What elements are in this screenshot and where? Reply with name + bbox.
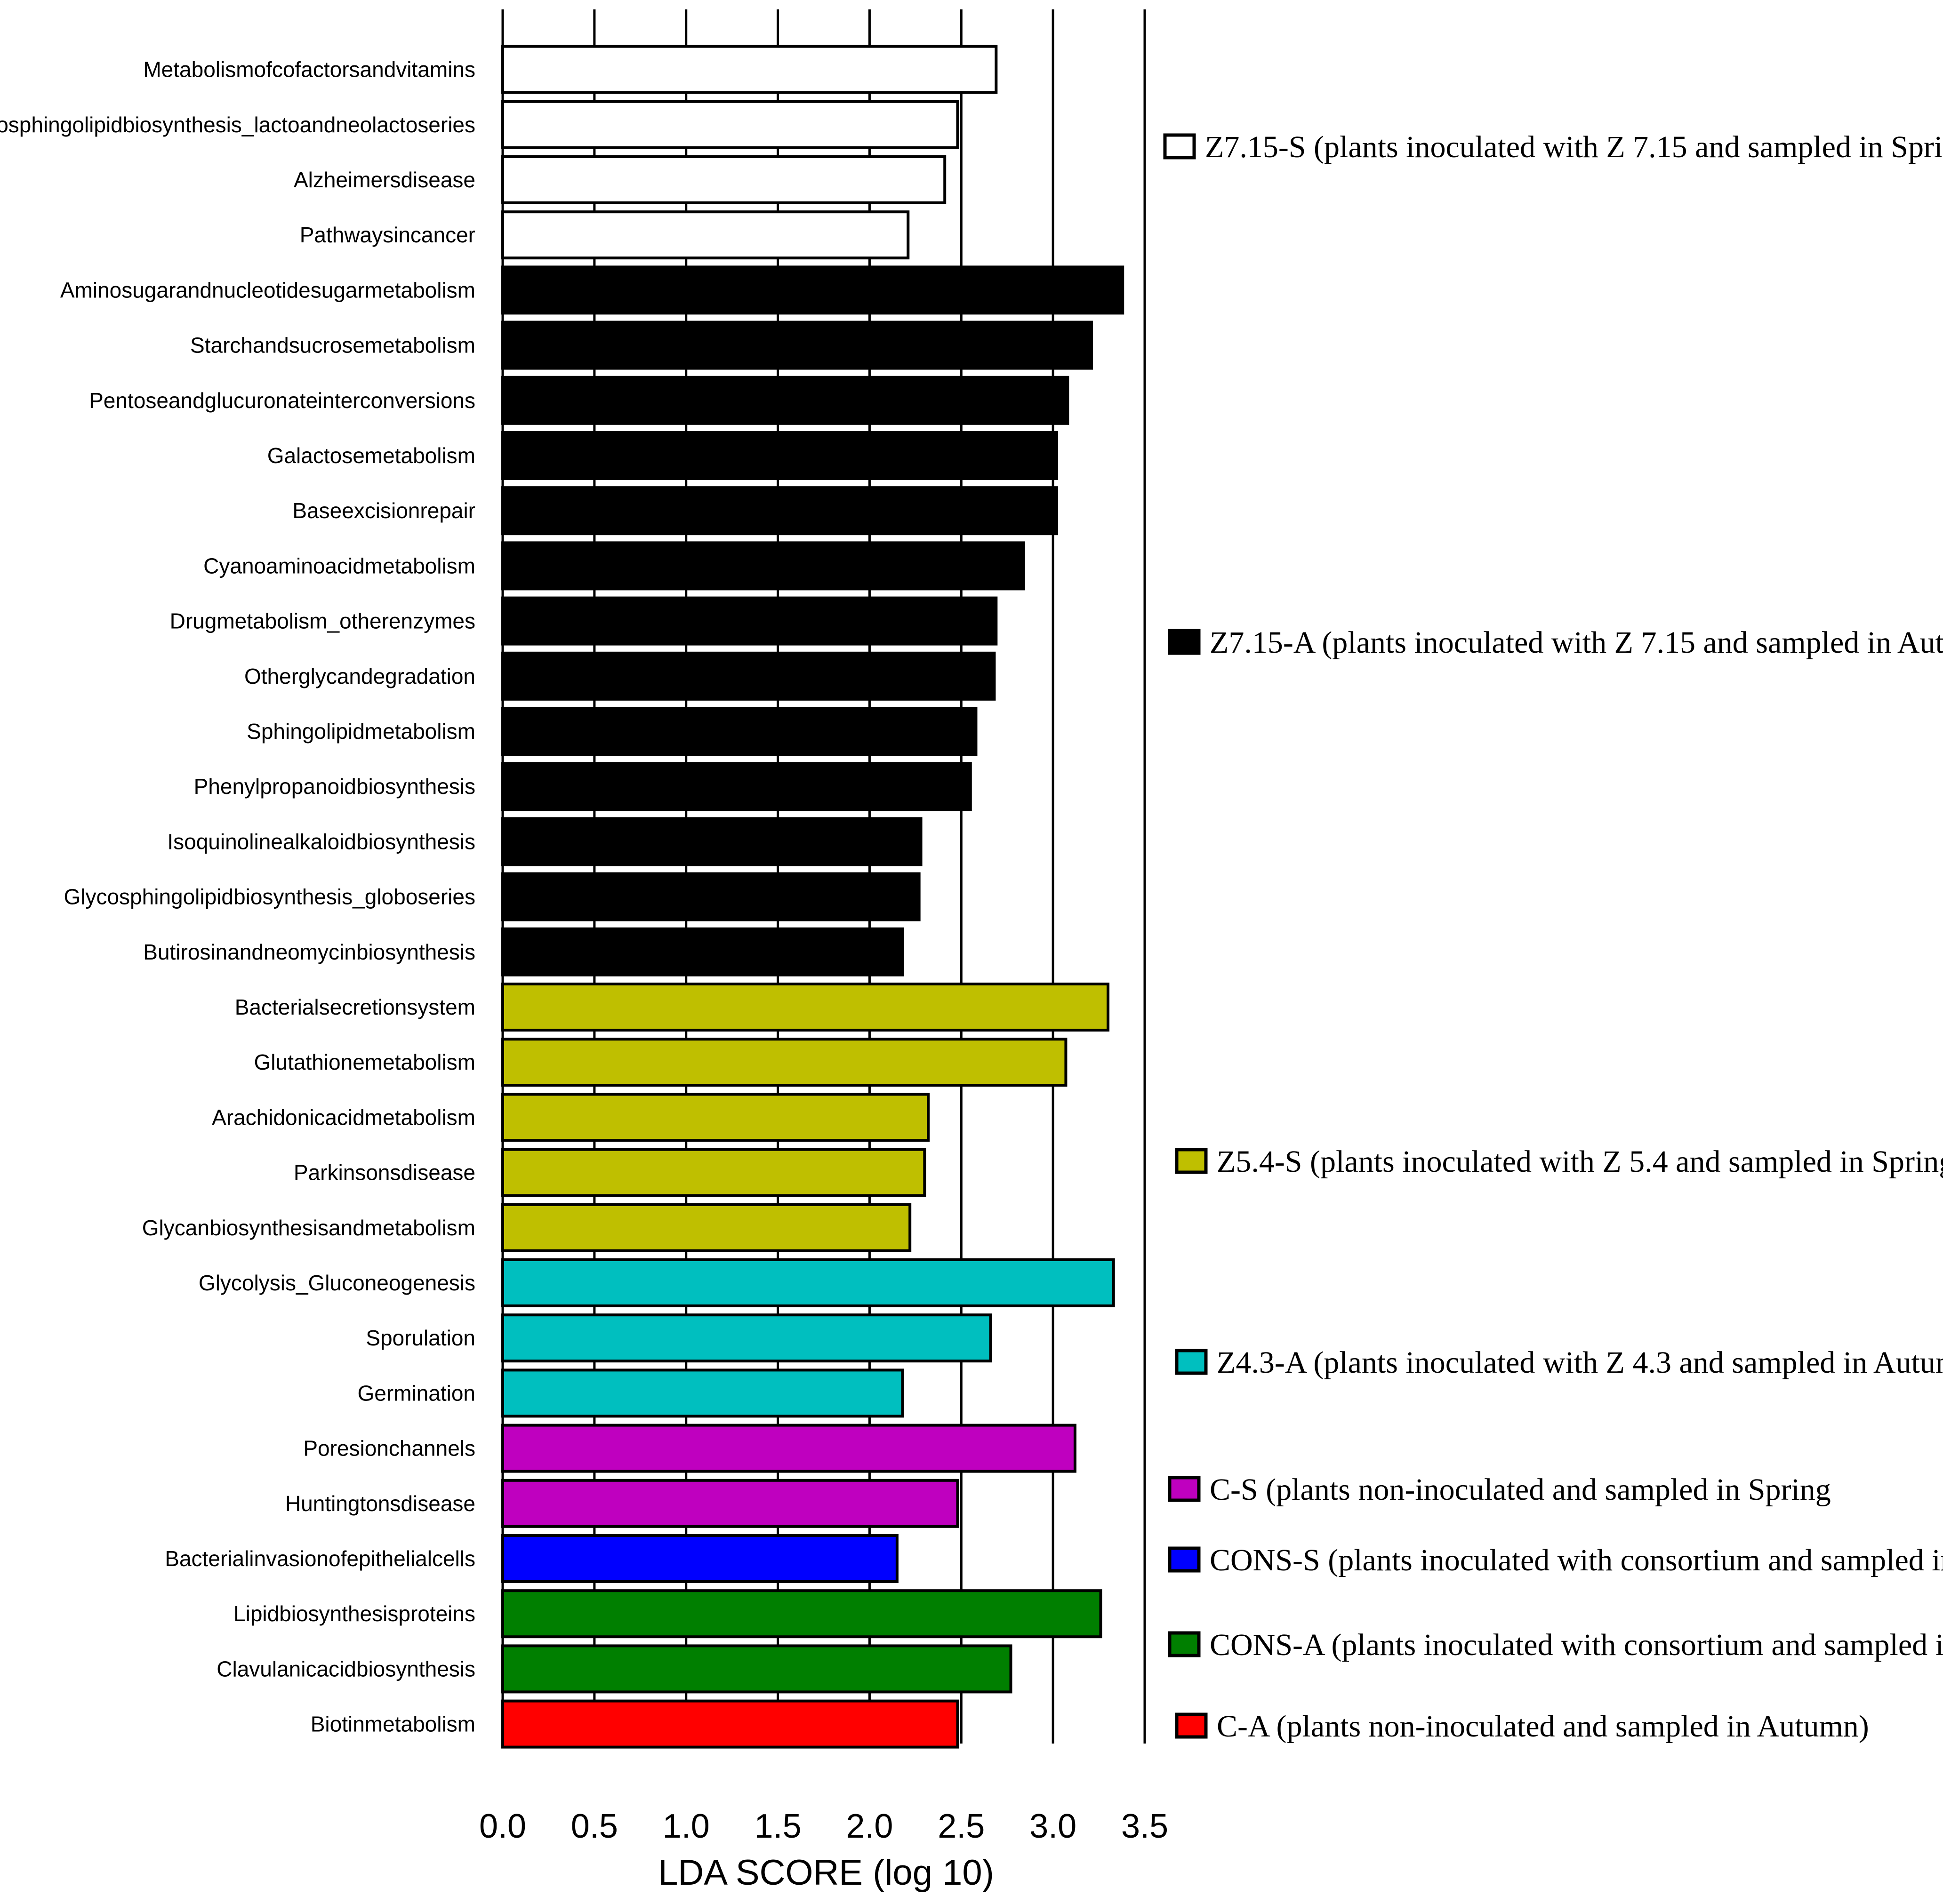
bar-15 bbox=[501, 817, 923, 866]
bar-28 bbox=[501, 1534, 899, 1583]
legend-swatch-7 bbox=[1168, 1631, 1201, 1657]
legend: Z7.15-S (plants inoculated with Z 7.15 a… bbox=[1163, 130, 1943, 1744]
x-tick-0: 0.0 bbox=[479, 1808, 526, 1845]
legend-swatch-1 bbox=[1163, 133, 1196, 160]
y-label-2: Glycosphingolipidbiosynthesis_lactoandne… bbox=[0, 112, 475, 137]
bar-4 bbox=[501, 210, 910, 260]
x-tick-7: 3.5 bbox=[1121, 1808, 1168, 1845]
bar-26 bbox=[501, 1424, 1076, 1473]
bar-layer bbox=[501, 45, 1124, 1749]
bar-2 bbox=[501, 100, 959, 149]
bar-22 bbox=[501, 1203, 912, 1252]
bar-10 bbox=[501, 541, 1025, 591]
bar-27 bbox=[501, 1479, 959, 1528]
y-label-30: Clavulanicacidbiosynthesis bbox=[217, 1656, 475, 1681]
x-tick-1: 0.5 bbox=[571, 1808, 618, 1845]
legend-swatch-6 bbox=[1168, 1546, 1201, 1573]
legend-label-6: CONS-S (plants inoculated with consortiu… bbox=[1210, 1543, 1943, 1577]
y-label-9: Baseexcisionrepair bbox=[292, 498, 475, 523]
y-label-7: Pentoseandglucuronateinterconversions bbox=[89, 388, 475, 413]
legend-label-1: Z7.15-S (plants inoculated with Z 7.15 a… bbox=[1205, 130, 1943, 164]
legend-label-4: Z4.3-A (plants inoculated with Z 4.3 and… bbox=[1217, 1345, 1943, 1380]
legend-label-5: C-S (plants non-inoculated and sampled i… bbox=[1210, 1472, 1831, 1507]
y-labels: Metabolismofcofactorsandvitamins Glycosph… bbox=[0, 57, 475, 1736]
bar-25 bbox=[501, 1368, 904, 1418]
legend-swatch-5 bbox=[1168, 1476, 1201, 1502]
bar-6 bbox=[501, 320, 1093, 370]
bar-13 bbox=[501, 707, 978, 756]
x-tick-6: 3.0 bbox=[1029, 1808, 1076, 1845]
y-label-6: Starchandsucrosemetabolism bbox=[190, 333, 475, 358]
y-label-1: Metabolismofcofactorsandvitamins bbox=[143, 57, 475, 82]
x-tick-2: 1.0 bbox=[663, 1808, 710, 1845]
legend-label-3: Z5.4-S (plants inoculated with Z 5.4 and… bbox=[1217, 1144, 1943, 1179]
y-label-31: Biotinmetabolism bbox=[311, 1712, 475, 1736]
y-label-22: Glycanbiosynthesisandmetabolism bbox=[142, 1216, 475, 1240]
x-axis-label: LDA SCORE (log 10) bbox=[658, 1853, 994, 1893]
bar-29 bbox=[501, 1589, 1102, 1639]
y-label-27: Huntingtonsdisease bbox=[285, 1491, 475, 1516]
bar-31 bbox=[501, 1699, 959, 1749]
bar-23 bbox=[501, 1258, 1115, 1307]
legend-label-7: CONS-A (plants inoculated with consortiu… bbox=[1210, 1628, 1943, 1662]
y-label-13: Sphingolipidmetabolism bbox=[247, 719, 475, 744]
y-label-10: Cyanoaminoacidmetabolism bbox=[203, 553, 475, 578]
y-label-11: Drugmetabolism_otherenzymes bbox=[170, 609, 475, 633]
y-label-19: Glutathionemetabolism bbox=[254, 1050, 475, 1074]
bar-12 bbox=[501, 651, 996, 701]
y-label-28: Bacterialinvasionofepithelialcells bbox=[165, 1546, 475, 1571]
legend-swatch-2 bbox=[1168, 629, 1201, 655]
bar-5 bbox=[501, 265, 1124, 315]
y-label-4: Pathwaysincancer bbox=[300, 223, 475, 247]
legend-swatch-4 bbox=[1175, 1349, 1208, 1375]
legend-label-2: Z7.15-A (plants inoculated with Z 7.15 a… bbox=[1210, 625, 1943, 660]
y-label-26: Poresionchannels bbox=[303, 1436, 475, 1461]
x-tick-5: 2.5 bbox=[938, 1808, 985, 1845]
legend-label-8: C-A (plants non-inoculated and sampled i… bbox=[1217, 1709, 1869, 1744]
y-label-12: Otherglycandegradation bbox=[244, 664, 475, 688]
bar-18 bbox=[501, 983, 1110, 1032]
bar-1 bbox=[501, 45, 998, 94]
y-label-24: Sporulation bbox=[366, 1326, 475, 1350]
bar-9 bbox=[501, 486, 1058, 536]
bar-14 bbox=[501, 762, 972, 811]
y-label-14: Phenylpropanoidbiosynthesis bbox=[194, 774, 475, 799]
y-label-3: Alzheimersdisease bbox=[294, 168, 475, 192]
bar-30 bbox=[501, 1644, 1012, 1694]
y-label-5: Aminosugarandnucleotidesugarmetabolism bbox=[60, 278, 475, 302]
y-label-16: Glycosphingolipidbiosynthesis_globoserie… bbox=[64, 885, 475, 909]
x-tick-4: 2.0 bbox=[846, 1808, 893, 1845]
y-label-21: Parkinsonsdisease bbox=[294, 1160, 475, 1185]
bar-19 bbox=[501, 1038, 1068, 1087]
x-tick-3: 1.5 bbox=[755, 1808, 802, 1845]
bar-8 bbox=[501, 431, 1058, 480]
y-label-18: Bacterialsecretionsystem bbox=[235, 995, 475, 1019]
bar-3 bbox=[501, 155, 947, 204]
legend-swatch-3 bbox=[1175, 1148, 1208, 1174]
y-label-17: Butirosinandneomycinbiosynthesis bbox=[143, 940, 475, 964]
y-label-20: Arachidonicacidmetabolism bbox=[212, 1105, 475, 1129]
bar-17 bbox=[501, 927, 904, 976]
bar-24 bbox=[501, 1313, 992, 1363]
y-label-23: Glycolysis_Gluconeogenesis bbox=[199, 1271, 475, 1295]
y-label-29: Lipidbiosynthesisproteins bbox=[233, 1601, 475, 1626]
bar-11 bbox=[501, 596, 998, 646]
y-label-15: Isoquinolinealkaloidbiosynthesis bbox=[167, 829, 475, 854]
bar-7 bbox=[501, 376, 1069, 425]
x-ticks: 0.0 0.5 1.0 1.5 2.0 2.5 3.0 3.5 bbox=[479, 1808, 1168, 1845]
legend-swatch-8 bbox=[1175, 1712, 1208, 1739]
y-label-8: Galactosemetabolism bbox=[267, 443, 475, 468]
bar-16 bbox=[501, 872, 921, 921]
bar-21 bbox=[501, 1148, 926, 1197]
bar-20 bbox=[501, 1093, 930, 1142]
y-label-25: Germination bbox=[357, 1381, 475, 1405]
